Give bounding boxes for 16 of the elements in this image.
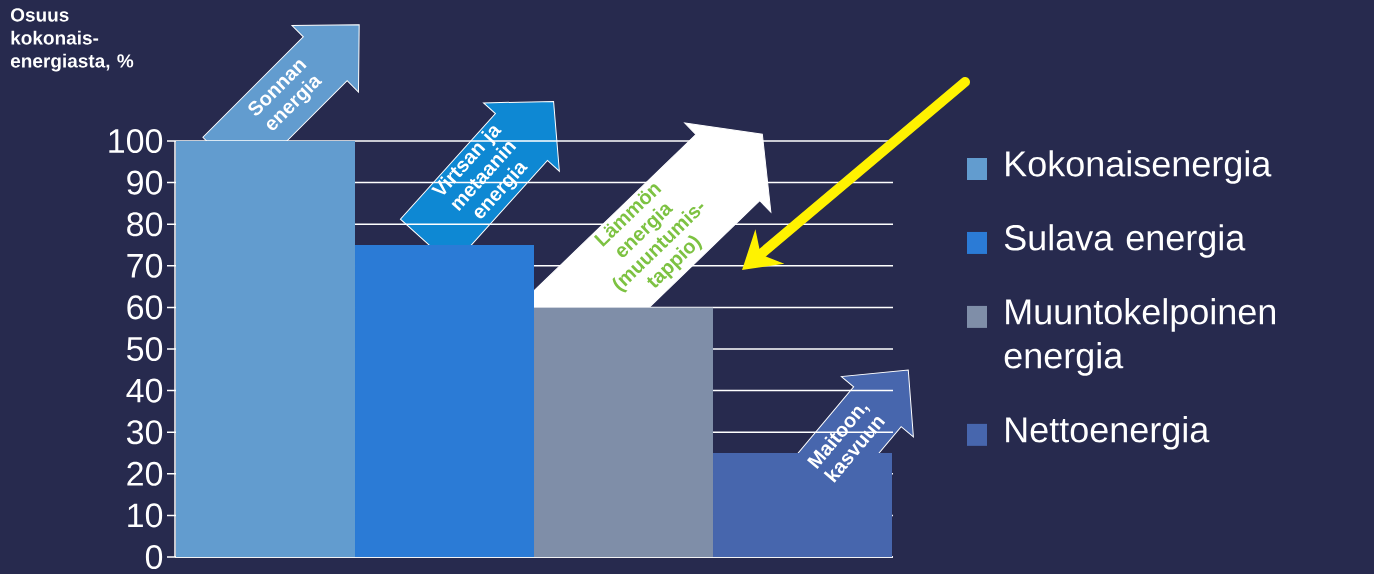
y-tick-label: 90 [127, 170, 163, 195]
y-tick-label: 30 [126, 420, 163, 445]
legend-label: Muuntokelpoinen energia [1004, 298, 1276, 376]
y-axis-title: Osuus kokonais-energiasta, % [10, 8, 134, 72]
y-tick-label: 20 [127, 461, 163, 486]
y-tick-label: 80 [127, 212, 163, 237]
y-tick-label: 0 [145, 544, 163, 570]
y-tick-label: 10 [128, 503, 163, 528]
y-tick-label: 100 [109, 128, 163, 154]
legend-label: Sulava energia [1004, 224, 1246, 258]
legend-label: Kokonaisenergia [1006, 150, 1272, 184]
legend-label: Nettoenergia [1006, 416, 1210, 450]
y-tick-label: 50 [127, 336, 163, 362]
y-tick-label: 60 [127, 295, 163, 320]
y-tick-label: 70 [127, 253, 163, 278]
y-tick-label: 40 [126, 378, 163, 403]
